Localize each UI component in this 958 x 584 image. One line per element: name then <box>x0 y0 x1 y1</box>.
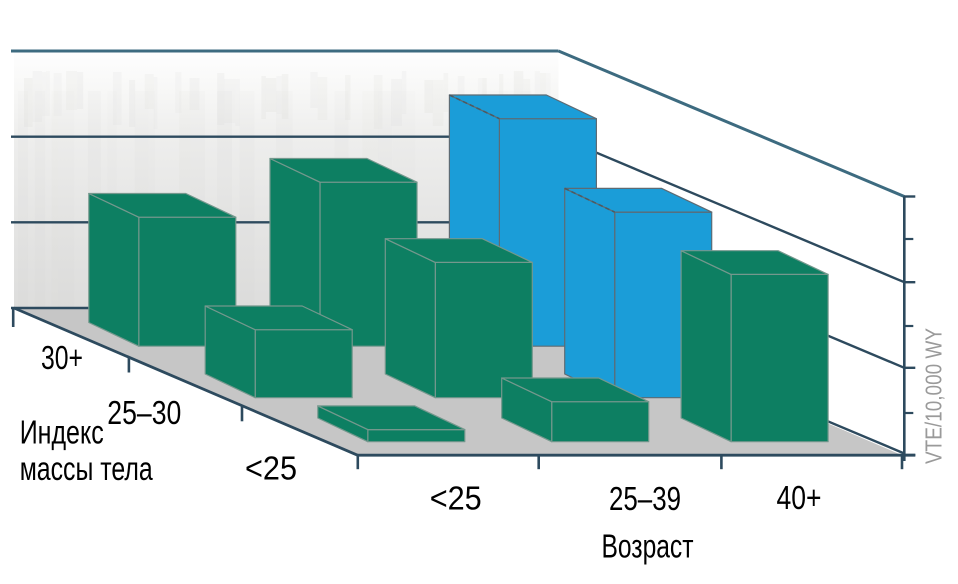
svg-text:VTE/10,000 WY: VTE/10,000 WY <box>921 328 947 464</box>
svg-text:<25: <25 <box>245 449 297 486</box>
svg-text:Возраст: Возраст <box>602 528 694 565</box>
svg-text:25–39: 25–39 <box>609 480 681 517</box>
svg-text:<25: <25 <box>430 480 482 517</box>
svg-text:30+: 30+ <box>41 339 83 376</box>
svg-text:40+: 40+ <box>777 479 822 516</box>
svg-text:25–30: 25–30 <box>107 394 181 431</box>
svg-text:Индекс: Индекс <box>20 414 104 451</box>
svg-text:массы тела: массы тела <box>20 450 153 487</box>
